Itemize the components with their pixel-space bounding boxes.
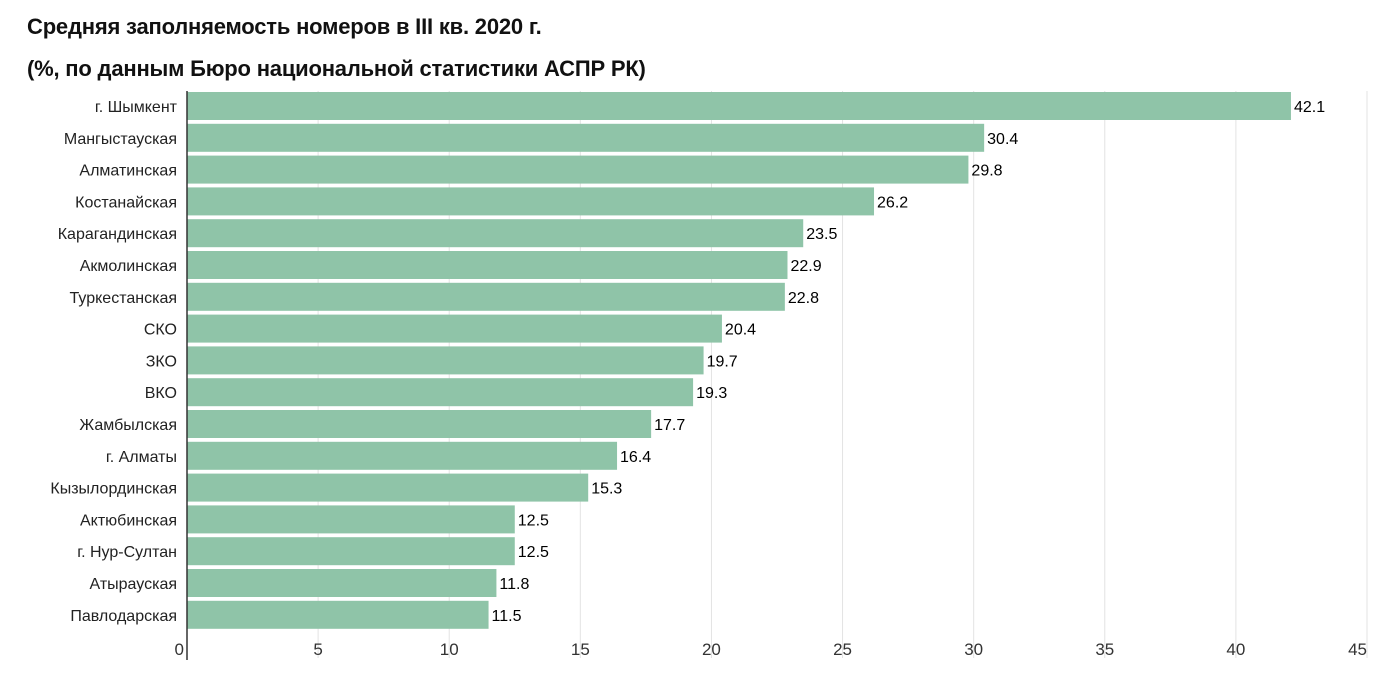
- value-label: 11.5: [492, 608, 522, 625]
- x-tick-label: 40: [1226, 640, 1245, 659]
- x-tick-label: 15: [571, 640, 590, 659]
- category-label: ЗКО: [146, 353, 177, 370]
- value-label: 42.1: [1294, 99, 1325, 116]
- value-label: 19.7: [707, 353, 738, 370]
- bar: [187, 537, 515, 566]
- value-label: 15.3: [591, 481, 622, 498]
- x-tick-label: 35: [1095, 640, 1114, 659]
- value-label: 22.8: [788, 290, 819, 307]
- bar: [187, 441, 618, 470]
- gridlines: [317, 91, 1368, 658]
- bar: [187, 569, 497, 597]
- value-label: 22.9: [790, 258, 821, 275]
- bar: [187, 378, 694, 407]
- x-tick-label: 30: [964, 640, 983, 659]
- category-labels: г. Шымкент Мангыстауская Алматинская Костан…: [50, 99, 177, 625]
- x-tick-label: 5: [313, 640, 322, 659]
- category-label: Туркестанская: [70, 290, 177, 307]
- value-label: 20.4: [725, 322, 756, 339]
- category-label: Алматинская: [79, 163, 177, 180]
- category-label: Мангыстауская: [64, 131, 177, 148]
- category-label: СКО: [144, 322, 177, 339]
- x-tick-label: 10: [440, 640, 459, 659]
- bar: [187, 410, 652, 438]
- bar: [187, 219, 804, 248]
- value-label: 11.8: [499, 576, 529, 593]
- bar: [187, 155, 969, 184]
- value-label: 19.3: [696, 385, 727, 402]
- category-label: Павлодарская: [70, 608, 177, 625]
- bar: [187, 473, 589, 502]
- value-label: 30.4: [987, 131, 1018, 148]
- value-labels: 42.1 30.4 29.8 26.2 23.5 22.9 22.8 20.4 19.7 19.3…: [492, 99, 1326, 625]
- category-label: Карагандинская: [58, 226, 177, 243]
- value-label: 12.5: [518, 512, 549, 529]
- bars: [187, 92, 1291, 629]
- bar: [187, 187, 875, 216]
- category-label: Акмолинская: [80, 258, 177, 275]
- bar: [187, 505, 515, 534]
- category-label: Атырауская: [90, 576, 178, 593]
- value-label: 17.7: [654, 417, 685, 434]
- category-label: г. Алматы: [106, 449, 177, 466]
- value-label: 29.8: [971, 163, 1002, 180]
- chart-subtitle: (%, по данным Бюро национальной статисти…: [27, 56, 646, 81]
- bar: [187, 314, 722, 343]
- value-label: 26.2: [877, 194, 908, 211]
- x-tick-label: 25: [833, 640, 852, 659]
- x-tick-label: 0: [175, 640, 184, 659]
- category-label: Кызылординская: [50, 481, 177, 498]
- bar: [187, 346, 704, 375]
- category-label: ВКО: [145, 385, 177, 402]
- value-label: 16.4: [620, 449, 651, 466]
- bar: [187, 282, 785, 311]
- bar: [187, 600, 489, 629]
- bar: [187, 123, 985, 152]
- category-label: Жамбылская: [79, 417, 177, 434]
- category-label: г. Шымкент: [95, 99, 178, 116]
- value-label: 12.5: [518, 544, 549, 561]
- chart-title: Средняя заполняемость номеров в III кв. …: [27, 14, 542, 39]
- x-tick-label: 20: [702, 640, 721, 659]
- category-label: Актюбинская: [80, 512, 177, 529]
- x-tick-label: 45: [1348, 640, 1367, 659]
- bar: [187, 251, 788, 279]
- category-label: Костанайская: [75, 194, 177, 211]
- value-label: 23.5: [806, 226, 837, 243]
- x-tick-labels: 0 5 10 15 20 25 30 35 40 45: [175, 640, 1367, 659]
- category-label: г. Нур-Султан: [77, 544, 177, 561]
- bar: [187, 92, 1291, 120]
